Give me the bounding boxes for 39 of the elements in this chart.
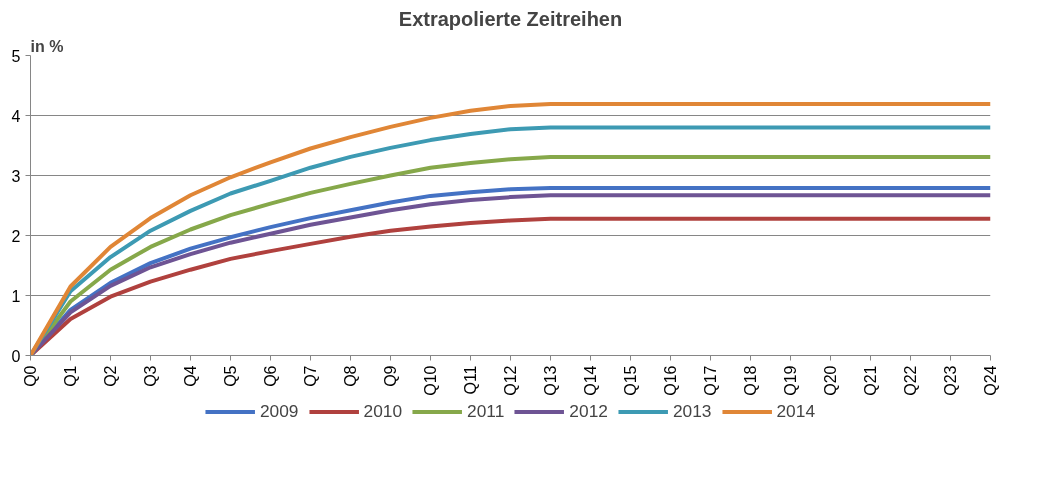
y-tick-label: 3 [11,167,21,185]
x-tick-label: Q23 [942,365,959,396]
x-tick-label: Q11 [462,365,479,395]
x-tick-label: Q22 [902,365,919,396]
x-tick-label: Q21 [862,365,879,396]
y-tick-label: 0 [11,347,21,365]
x-tick-label: Q0 [22,365,39,387]
legend-label: 2012 [569,400,608,422]
y-tick-label: 5 [11,47,21,65]
y-axis-title: in % [30,37,64,55]
legend-label: 2014 [776,400,816,422]
legend-label: 2009 [259,400,299,422]
x-tick-label: Q8 [342,365,359,387]
x-tick-label: Q9 [382,365,399,387]
x-tick-label: Q5 [222,365,239,387]
y-tick-label: 2 [11,227,21,245]
x-tick-label: Q1 [62,365,79,387]
x-tick-label: Q4 [182,365,199,387]
x-tick-label: Q10 [422,365,439,396]
x-tick-label: Q20 [822,365,839,396]
x-tick-label: Q7 [302,365,319,387]
y-tick-label: 4 [11,107,21,125]
x-tick-label: Q17 [702,365,719,396]
x-tick-label: Q15 [622,365,639,396]
x-tick-label: Q19 [782,365,799,396]
x-tick-label: Q3 [142,365,159,387]
x-tick-label: Q24 [982,365,999,396]
legend-label: 2010 [363,400,403,422]
chart-title: Extrapolierte Zeitreihen [398,7,623,30]
legend-label: 2013 [672,400,712,422]
y-tick-label: 1 [11,287,21,305]
x-tick-label: Q16 [662,365,679,396]
x-tick-label: Q14 [582,365,599,396]
x-tick-label: Q18 [742,365,759,396]
x-tick-label: Q2 [102,365,119,387]
x-tick-label: Q12 [502,365,519,396]
x-tick-label: Q13 [542,365,559,396]
legend-label: 2011 [467,400,505,422]
x-tick-label: Q6 [262,365,279,387]
